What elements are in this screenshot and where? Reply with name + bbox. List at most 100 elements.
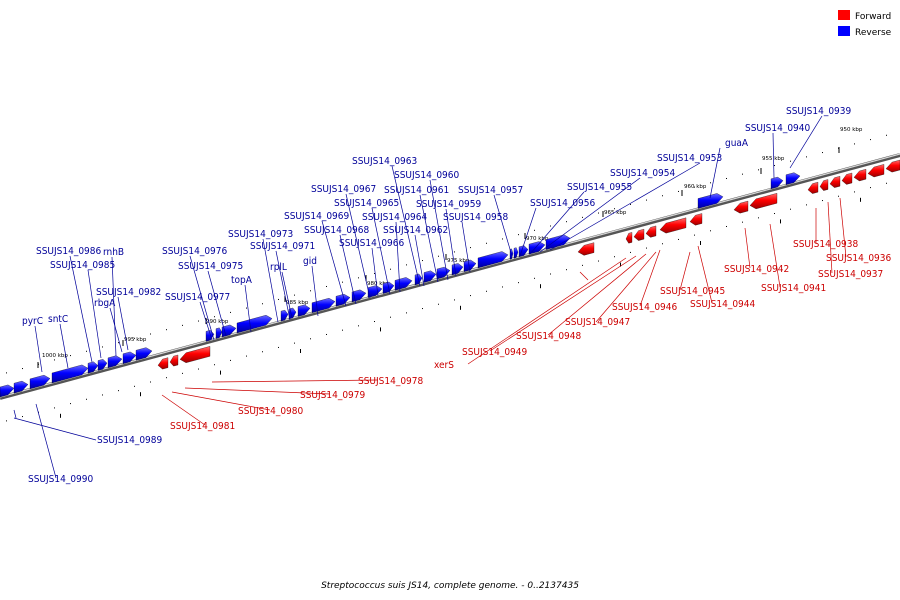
reverse-gene-arrow[interactable]: [236, 315, 273, 334]
gene-label[interactable]: SSUJS14_0940: [745, 123, 810, 134]
forward-gene-arrow[interactable]: [867, 164, 885, 178]
forward-gene-arrow[interactable]: [659, 217, 687, 234]
gene-label[interactable]: SSUJS14_0968: [304, 225, 369, 236]
gene-label[interactable]: SSUJS14_0986: [36, 246, 101, 257]
gene-label[interactable]: SSUJS14_0978: [358, 376, 423, 387]
gene-label[interactable]: sntC: [48, 314, 68, 325]
forward-gene-arrow[interactable]: [625, 232, 633, 244]
reverse-gene-arrow[interactable]: [29, 374, 51, 390]
reverse-gene-arrow[interactable]: [297, 304, 311, 317]
forward-gene-arrow[interactable]: [853, 168, 867, 182]
gene-label[interactable]: SSUJS14_0947: [565, 317, 630, 328]
gene-label[interactable]: SSUJS14_0961: [384, 185, 449, 196]
gene-label[interactable]: SSUJS14_0967: [311, 184, 376, 195]
svg-text:950 kbp: 950 kbp: [840, 127, 863, 133]
forward-gene-arrow[interactable]: [169, 354, 179, 367]
gene-label[interactable]: xerS: [434, 360, 454, 371]
reverse-gene-arrow[interactable]: [423, 270, 437, 283]
gene-label[interactable]: gid: [303, 256, 317, 267]
gene-label[interactable]: SSUJS14_0985: [50, 260, 115, 271]
gene-label[interactable]: SSUJS14_0965: [334, 198, 399, 209]
reverse-gene-arrow[interactable]: [513, 247, 519, 259]
gene-label[interactable]: SSUJS14_0942: [724, 264, 789, 275]
gene-label[interactable]: SSUJS14_0963: [352, 156, 417, 167]
gene-label[interactable]: SSUJS14_0982: [96, 287, 161, 298]
gene-label[interactable]: SSUJS14_0977: [165, 292, 230, 303]
gene-label[interactable]: SSUJS14_0944: [690, 299, 755, 310]
gene-label[interactable]: SSUJS14_0969: [284, 211, 349, 222]
forward-gene-arrow[interactable]: [819, 179, 829, 191]
reverse-gene-arrow[interactable]: [477, 251, 509, 269]
reverse-gene-arrow[interactable]: [367, 285, 383, 298]
gene-label[interactable]: SSUJS14_0959: [416, 199, 481, 210]
gene-label[interactable]: SSUJS14_0981: [170, 421, 235, 432]
gene-label[interactable]: SSUJS14_0938: [793, 239, 858, 250]
reverse-gene-arrow[interactable]: [122, 351, 137, 364]
gene-label[interactable]: rbgA: [94, 298, 116, 309]
forward-gene-arrow[interactable]: [829, 176, 841, 188]
reverse-gene-arrow[interactable]: [311, 298, 336, 313]
gene-label[interactable]: SSUJS14_0980: [238, 406, 303, 417]
gene-label[interactable]: SSUJS14_0962: [383, 225, 448, 236]
reverse-gene-arrow[interactable]: [97, 359, 108, 371]
forward-gene-arrow[interactable]: [633, 228, 645, 241]
gene-label[interactable]: SSUJS14_0946: [612, 302, 677, 313]
reverse-gene-arrow[interactable]: [463, 259, 477, 272]
gene-label[interactable]: SSUJS14_0958: [443, 212, 508, 223]
forward-genes: [157, 159, 900, 370]
forward-gene-arrow[interactable]: [807, 181, 819, 194]
gene-label[interactable]: rplL: [270, 262, 287, 273]
gene-label[interactable]: SSUJS14_0939: [786, 106, 851, 117]
forward-gene-arrow[interactable]: [841, 172, 853, 185]
gene-label[interactable]: SSUJS14_0941: [761, 283, 826, 294]
gene-label[interactable]: guaA: [725, 138, 749, 149]
tick-960: 960 kbp: [681, 184, 707, 196]
reverse-gene-arrow[interactable]: [697, 193, 724, 209]
reverse-gene-arrow[interactable]: [785, 172, 801, 185]
reverse-gene-arrow[interactable]: [51, 364, 89, 384]
gene-label[interactable]: topA: [231, 275, 253, 286]
gene-label[interactable]: SSUJS14_0953: [657, 153, 722, 164]
forward-gene-arrow[interactable]: [179, 346, 211, 363]
gene-label[interactable]: pyrC: [22, 316, 43, 327]
gene-label[interactable]: SSUJS14_0973: [228, 229, 293, 240]
reverse-gene-arrow[interactable]: [87, 361, 99, 374]
gene-label[interactable]: SSUJS14_0955: [567, 182, 632, 193]
gene-label[interactable]: SSUJS14_0976: [162, 246, 227, 257]
forward-gene-arrow[interactable]: [645, 225, 657, 238]
reverse-gene-arrow[interactable]: [135, 347, 153, 361]
gene-label[interactable]: SSUJS14_0945: [660, 286, 725, 297]
svg-text:980 kbp: 980 kbp: [367, 281, 390, 287]
gene-label[interactable]: rnhB: [103, 247, 124, 258]
gene-label[interactable]: SSUJS14_0964: [362, 212, 427, 223]
gene-label[interactable]: SSUJS14_0936: [826, 253, 891, 264]
reverse-gene-arrow[interactable]: [13, 380, 29, 394]
reverse-gene-arrow[interactable]: [107, 355, 123, 369]
reverse-gene-arrow[interactable]: [0, 384, 15, 398]
gene-label[interactable]: SSUJS14_0990: [28, 474, 93, 485]
reverse-gene-arrow[interactable]: [770, 176, 784, 190]
forward-gene-arrow[interactable]: [749, 193, 778, 210]
gene-label[interactable]: SSUJS14_0954: [610, 168, 675, 179]
forward-gene-arrow[interactable]: [577, 242, 595, 256]
gene-label[interactable]: SSUJS14_0975: [178, 261, 243, 272]
svg-text:970 kbp: 970 kbp: [526, 236, 549, 242]
svg-text:975 kbp: 975 kbp: [447, 258, 470, 264]
forward-gene-arrow[interactable]: [733, 200, 749, 214]
gene-label[interactable]: SSUJS14_0957: [458, 185, 523, 196]
reverse-gene-arrow[interactable]: [280, 309, 289, 322]
forward-gene-arrow[interactable]: [689, 213, 703, 226]
gene-label[interactable]: SSUJS14_0971: [250, 241, 315, 252]
forward-gene-arrow[interactable]: [885, 159, 900, 173]
reverse-gene-arrow[interactable]: [351, 289, 367, 303]
gene-label[interactable]: SSUJS14_0949: [462, 347, 527, 358]
gene-label[interactable]: SSUJS14_0989: [97, 435, 162, 446]
forward-gene-arrow[interactable]: [157, 357, 169, 370]
gene-label[interactable]: SSUJS14_0948: [516, 331, 581, 342]
gene-label[interactable]: SSUJS14_0937: [818, 269, 883, 280]
gene-label[interactable]: SSUJS14_0966: [339, 238, 404, 249]
gene-label[interactable]: SSUJS14_0979: [300, 390, 365, 401]
gene-label[interactable]: SSUJS14_0960: [394, 170, 459, 181]
gene-label[interactable]: SSUJS14_0956: [530, 198, 595, 209]
reverse-gene-arrow[interactable]: [215, 327, 223, 339]
